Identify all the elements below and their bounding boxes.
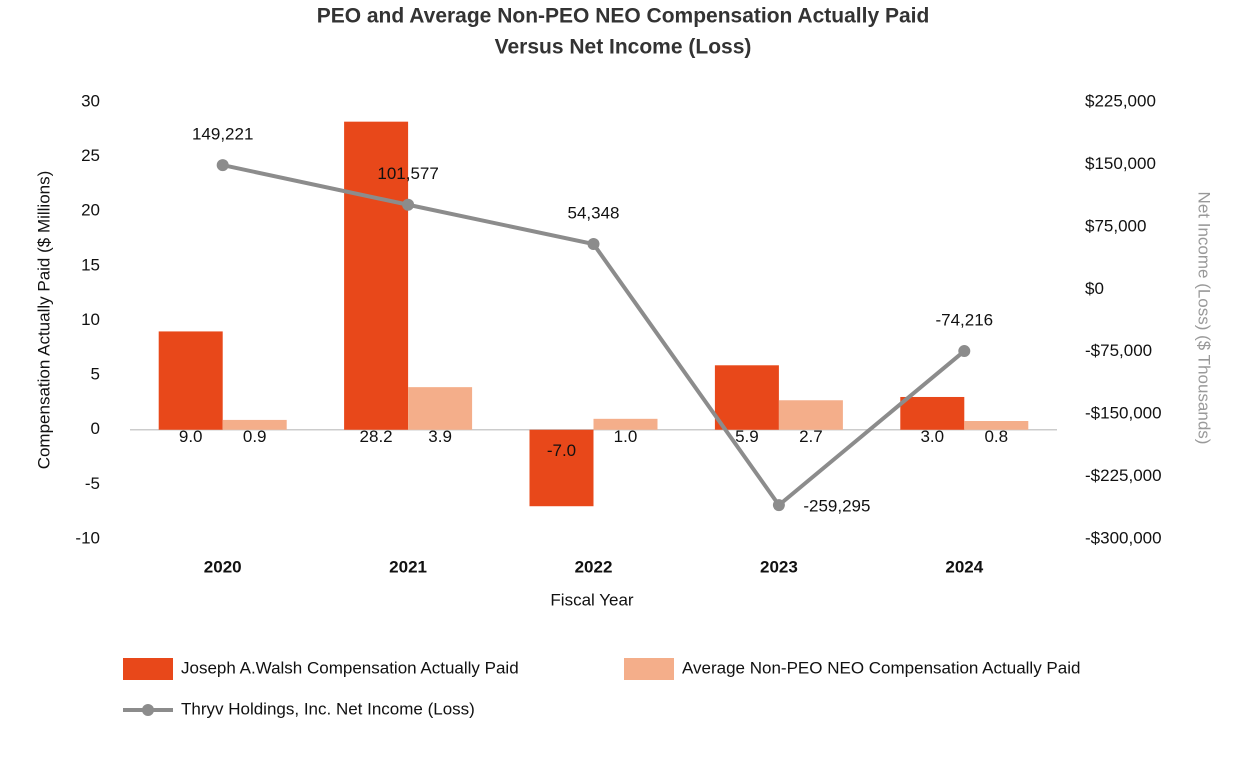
bar xyxy=(344,121,409,430)
bar xyxy=(222,419,287,430)
y-tick-label: 20 xyxy=(81,201,100,220)
y-tick-label: 15 xyxy=(81,255,100,274)
legend-swatch xyxy=(123,658,173,680)
bar-label: 9.0 xyxy=(179,427,203,446)
bar xyxy=(900,396,965,430)
bar xyxy=(964,421,1029,430)
y2-tick-label: -$75,000 xyxy=(1085,341,1152,360)
bar xyxy=(408,387,473,430)
x-tick-label: 2023 xyxy=(760,557,798,576)
legend-swatch xyxy=(142,704,154,716)
bar-label: -7.0 xyxy=(547,441,576,460)
bar-label: 1.0 xyxy=(614,427,638,446)
y2-tick-label: $225,000 xyxy=(1085,91,1156,110)
y-tick-label: 30 xyxy=(81,91,100,110)
line-point xyxy=(958,345,971,358)
chart-title: Versus Net Income (Loss) xyxy=(495,36,752,59)
line-point xyxy=(587,238,600,251)
bar xyxy=(593,418,658,430)
bar xyxy=(529,429,594,507)
bar xyxy=(158,331,223,430)
bar-label: 3.0 xyxy=(920,427,944,446)
y-axis-title: Compensation Actually Paid ($ Millions) xyxy=(34,171,53,470)
bar-label: 3.9 xyxy=(428,427,452,446)
y-tick-label: 10 xyxy=(81,310,100,329)
bar-label: 28.2 xyxy=(360,427,393,446)
y-tick-label: 0 xyxy=(91,419,100,438)
line-label: 54,348 xyxy=(568,204,620,223)
line-label: 101,577 xyxy=(377,164,438,183)
y2-tick-label: $75,000 xyxy=(1085,216,1146,235)
y2-tick-label: $150,000 xyxy=(1085,154,1156,173)
line-point xyxy=(772,499,785,512)
legend-label: Thryv Holdings, Inc. Net Income (Loss) xyxy=(181,699,475,718)
x-tick-label: 2020 xyxy=(204,557,242,576)
bar-label: 0.8 xyxy=(984,427,1008,446)
x-tick-label: 2022 xyxy=(575,557,613,576)
y2-tick-label: -$225,000 xyxy=(1085,466,1162,485)
y2-tick-label: -$300,000 xyxy=(1085,528,1162,547)
line-label: -259,295 xyxy=(803,497,870,516)
x-axis-title: Fiscal Year xyxy=(550,590,633,609)
line-label: 149,221 xyxy=(192,125,253,144)
line-label: -74,216 xyxy=(935,311,993,330)
y-tick-label: 5 xyxy=(91,365,100,384)
legend-label: Average Non-PEO NEO Compensation Actuall… xyxy=(682,658,1080,677)
y-tick-label: -5 xyxy=(85,474,100,493)
bar-label: 2.7 xyxy=(799,427,823,446)
bar-label: 5.9 xyxy=(735,427,759,446)
line-point xyxy=(402,198,415,211)
y2-axis-title: Net Income (Loss) ($ Thousands) xyxy=(1195,192,1214,445)
y2-tick-label: $0 xyxy=(1085,279,1104,298)
x-tick-label: 2021 xyxy=(389,557,427,576)
bar xyxy=(714,365,779,430)
bar-label: 0.9 xyxy=(243,427,267,446)
y-tick-label: -10 xyxy=(75,528,100,547)
x-tick-label: 2024 xyxy=(945,557,983,576)
line-point xyxy=(216,159,229,172)
legend-swatch xyxy=(624,658,674,680)
chart-title: PEO and Average Non-PEO NEO Compensation… xyxy=(317,5,930,28)
y-tick-label: 25 xyxy=(81,146,100,165)
y2-tick-label: -$150,000 xyxy=(1085,404,1162,423)
legend-label: Joseph A.Walsh Compensation Actually Pai… xyxy=(181,658,519,677)
bar xyxy=(778,400,843,430)
